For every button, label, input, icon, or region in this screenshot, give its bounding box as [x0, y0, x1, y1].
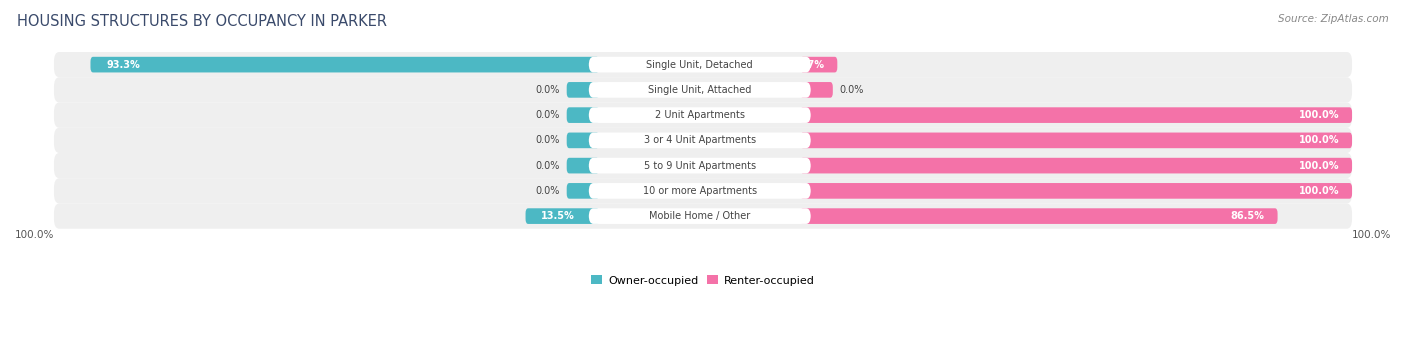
FancyBboxPatch shape [526, 208, 599, 224]
Text: 100.0%: 100.0% [15, 230, 55, 240]
FancyBboxPatch shape [53, 178, 1353, 204]
FancyBboxPatch shape [589, 57, 811, 72]
Text: Single Unit, Attached: Single Unit, Attached [648, 85, 751, 95]
Text: 100.0%: 100.0% [1299, 135, 1339, 145]
FancyBboxPatch shape [53, 153, 1353, 178]
FancyBboxPatch shape [567, 133, 599, 148]
Text: Source: ZipAtlas.com: Source: ZipAtlas.com [1278, 14, 1389, 24]
Text: 6.7%: 6.7% [797, 60, 824, 70]
Text: 0.0%: 0.0% [536, 85, 560, 95]
Text: HOUSING STRUCTURES BY OCCUPANCY IN PARKER: HOUSING STRUCTURES BY OCCUPANCY IN PARKE… [17, 14, 387, 29]
FancyBboxPatch shape [800, 183, 1353, 199]
FancyBboxPatch shape [589, 158, 811, 174]
Text: 93.3%: 93.3% [105, 60, 139, 70]
FancyBboxPatch shape [800, 57, 838, 72]
FancyBboxPatch shape [589, 82, 811, 98]
FancyBboxPatch shape [800, 158, 1353, 174]
FancyBboxPatch shape [567, 82, 599, 98]
FancyBboxPatch shape [589, 183, 811, 199]
Text: 86.5%: 86.5% [1230, 211, 1264, 221]
Text: 0.0%: 0.0% [536, 135, 560, 145]
Text: Single Unit, Detached: Single Unit, Detached [647, 60, 754, 70]
Text: 0.0%: 0.0% [839, 85, 863, 95]
FancyBboxPatch shape [567, 107, 599, 123]
Text: 100.0%: 100.0% [1299, 161, 1339, 170]
Text: 13.5%: 13.5% [541, 211, 575, 221]
Text: 0.0%: 0.0% [536, 110, 560, 120]
FancyBboxPatch shape [53, 204, 1353, 229]
Text: 100.0%: 100.0% [1299, 110, 1339, 120]
FancyBboxPatch shape [567, 183, 599, 199]
Text: 5 to 9 Unit Apartments: 5 to 9 Unit Apartments [644, 161, 756, 170]
FancyBboxPatch shape [567, 158, 599, 174]
Text: 100.0%: 100.0% [1351, 230, 1391, 240]
Legend: Owner-occupied, Renter-occupied: Owner-occupied, Renter-occupied [592, 276, 814, 286]
Text: 2 Unit Apartments: 2 Unit Apartments [655, 110, 745, 120]
FancyBboxPatch shape [800, 208, 1278, 224]
FancyBboxPatch shape [589, 107, 811, 123]
FancyBboxPatch shape [53, 128, 1353, 153]
Text: 100.0%: 100.0% [1299, 186, 1339, 196]
FancyBboxPatch shape [800, 107, 1353, 123]
FancyBboxPatch shape [800, 133, 1353, 148]
FancyBboxPatch shape [53, 103, 1353, 128]
FancyBboxPatch shape [589, 208, 811, 224]
Text: 0.0%: 0.0% [536, 186, 560, 196]
FancyBboxPatch shape [53, 52, 1353, 77]
FancyBboxPatch shape [589, 133, 811, 148]
Text: 10 or more Apartments: 10 or more Apartments [643, 186, 756, 196]
Text: 0.0%: 0.0% [536, 161, 560, 170]
FancyBboxPatch shape [800, 82, 832, 98]
Text: 3 or 4 Unit Apartments: 3 or 4 Unit Apartments [644, 135, 756, 145]
Text: Mobile Home / Other: Mobile Home / Other [650, 211, 751, 221]
FancyBboxPatch shape [53, 77, 1353, 103]
FancyBboxPatch shape [90, 57, 599, 72]
